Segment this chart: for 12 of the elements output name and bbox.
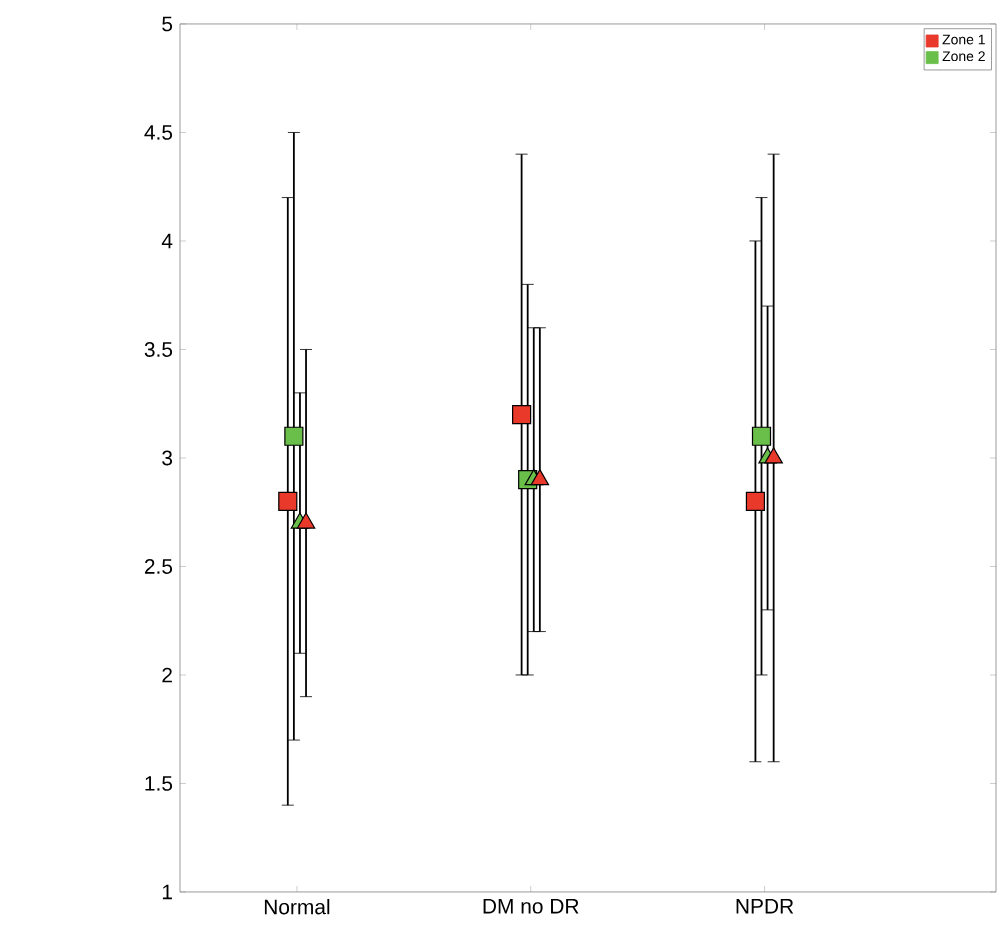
x-tick-label: NPDR — [736, 899, 794, 914]
y-tick-label: 1 — [162, 884, 172, 900]
y-tick-label: 2.5 — [144, 559, 173, 574]
y-tick-label: 2 — [162, 667, 172, 683]
y-tick-label: 3 — [162, 450, 173, 466]
x-tick-label: DM no DR — [483, 899, 579, 914]
y-tick-label: 4 — [161, 233, 173, 249]
y-tick-label: 3.5 — [144, 342, 173, 357]
y-tick-label: 1.5 — [145, 776, 173, 791]
y-tick-label: 5 — [162, 16, 173, 32]
x-tick-label: Normal — [264, 899, 330, 915]
y-tick-label: 4.5 — [144, 125, 173, 140]
